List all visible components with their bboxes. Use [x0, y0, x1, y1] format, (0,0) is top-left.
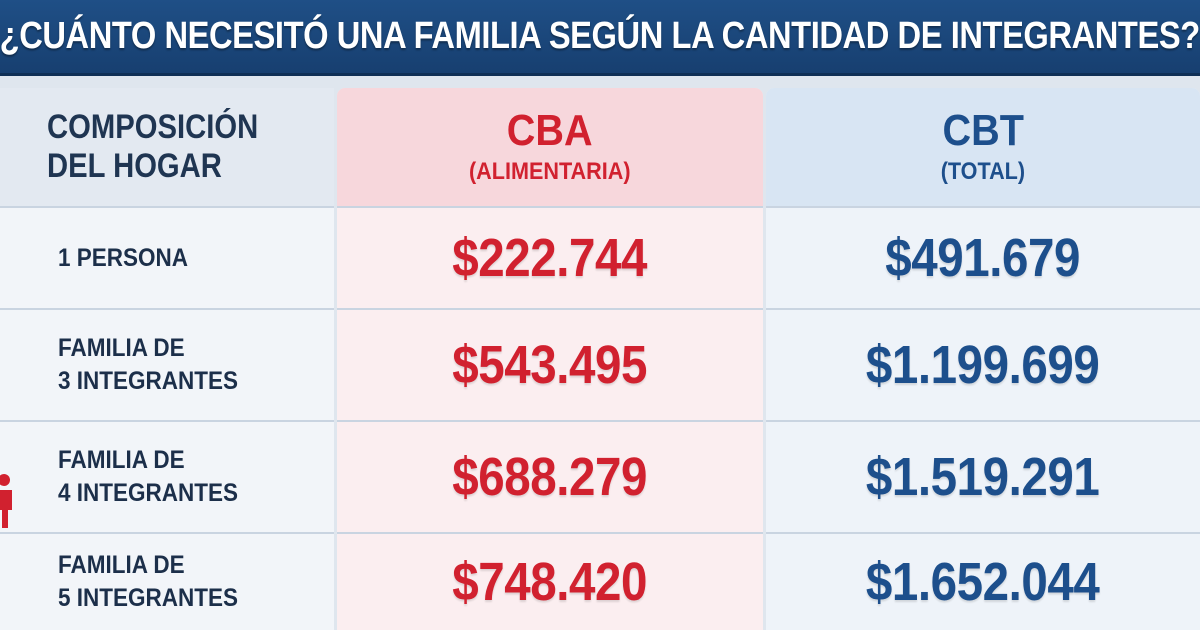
cbt-cell-1: $491.679: [766, 206, 1200, 308]
household-label: FAMILIA DE 4 INTEGRANTES: [58, 446, 239, 507]
composition-header: COMPOSICIÓN DEL HOGAR: [0, 88, 334, 206]
cba-title: CBA: [507, 106, 593, 155]
cba-subtitle: (ALIMENTARIA): [469, 158, 631, 185]
cbt-column: CBT (TOTAL) $491.679 $1.199.699 $1.519.2…: [766, 88, 1200, 630]
composition-column: COMPOSICIÓN DEL HOGAR 1 PERSONA FAMILIA …: [0, 88, 334, 630]
page-title: ¿CUÁNTO NECESITÓ UNA FAMILIA SEGÚN LA CA…: [0, 15, 1200, 57]
household-label: FAMILIA DE 3 INTEGRANTES: [58, 334, 239, 395]
household-label: FAMILIA DE 5 INTEGRANTES: [58, 551, 239, 612]
cba-cell-2: $543.495: [337, 308, 763, 420]
row-label-1: 1 PERSONA: [0, 206, 334, 308]
cba-value: $543.495: [452, 335, 648, 395]
row-label-4: FAMILIA DE 5 INTEGRANTES: [0, 532, 334, 630]
title-banner: ¿CUÁNTO NECESITÓ UNA FAMILIA SEGÚN LA CA…: [0, 0, 1200, 76]
household-label: 1 PERSONA: [58, 243, 189, 272]
cbt-value: $491.679: [885, 228, 1081, 288]
row-label-3: FAMILIA DE 4 INTEGRANTES: [0, 420, 334, 532]
cba-value: $688.279: [452, 447, 648, 507]
cba-cell-3: $688.279: [337, 420, 763, 532]
composition-header-label: COMPOSICIÓN DEL HOGAR: [47, 108, 259, 185]
cba-column: CBA (ALIMENTARIA) $222.744 $543.495 $688…: [337, 88, 763, 630]
cba-header: CBA (ALIMENTARIA): [337, 88, 763, 206]
cbt-value: $1.199.699: [866, 335, 1100, 395]
cbt-cell-4: $1.652.044: [766, 532, 1200, 630]
cba-cell-4: $748.420: [337, 532, 763, 630]
cbt-subtitle: (TOTAL): [940, 158, 1026, 185]
cbt-cell-3: $1.519.291: [766, 420, 1200, 532]
cbt-header: CBT (TOTAL): [766, 88, 1200, 206]
comparison-table: COMPOSICIÓN DEL HOGAR 1 PERSONA FAMILIA …: [0, 88, 1200, 630]
cba-cell-1: $222.744: [337, 206, 763, 308]
cbt-title: CBT: [942, 106, 1024, 155]
row-label-2: FAMILIA DE 3 INTEGRANTES: [0, 308, 334, 420]
cbt-cell-2: $1.199.699: [766, 308, 1200, 420]
cbt-value: $1.519.291: [866, 447, 1100, 507]
person-icon: [0, 474, 12, 528]
cbt-value: $1.652.044: [866, 552, 1100, 612]
cba-value: $222.744: [452, 228, 648, 288]
cba-value: $748.420: [452, 552, 648, 612]
